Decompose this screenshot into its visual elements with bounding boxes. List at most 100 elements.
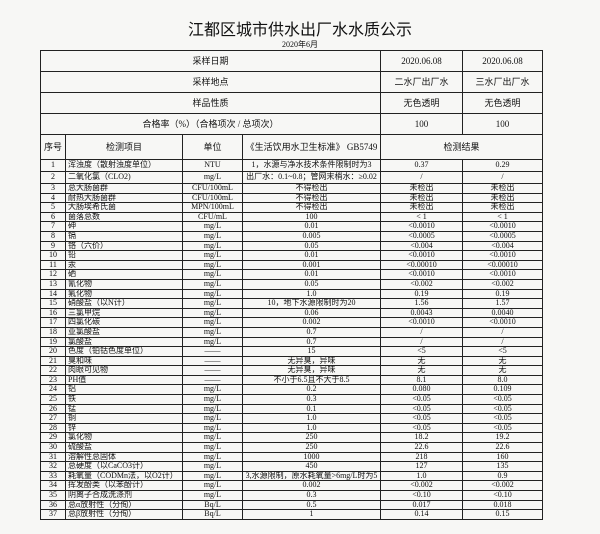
- cell-standard: 1000: [241, 451, 382, 463]
- table-row: 25 铁 mg/L 0.3 <0.05 <0.05: [40, 394, 544, 405]
- col-item: 检测项目: [65, 134, 183, 160]
- cell-result-1: 未检出: [380, 183, 464, 194]
- table-row: 2 二氧化氯（CLO2) mg/L 出厂水：0.1~0.8；管网末梢水：≥0.02//: [40, 171, 544, 184]
- cell-result-1: <0.0010: [380, 317, 464, 328]
- cell-result-2: 0.0040: [462, 307, 544, 319]
- table-row: 10 铅 mg/L 0.01 <0.0010 <0.0010: [40, 250, 544, 261]
- sample-nature-label: 样品性质: [39, 92, 382, 114]
- cell-unit: mg/L: [182, 259, 243, 271]
- cell-result-2: 135: [462, 461, 544, 472]
- cell-result-2: 未检出: [462, 192, 544, 204]
- cell-standard: 15: [241, 346, 382, 357]
- cell-item: 铜: [65, 413, 183, 424]
- pass-rate-1: 100: [380, 113, 464, 135]
- cell-result-1: /: [380, 336, 464, 348]
- cell-seq: 15: [40, 298, 66, 309]
- cell-standard: 0.002: [241, 317, 382, 328]
- cell-result-2: /: [462, 171, 544, 184]
- cell-item: 肉眼可见物: [65, 365, 183, 376]
- cell-seq: 8: [40, 230, 66, 242]
- cell-unit: mg/L: [182, 451, 243, 463]
- cell-standard: 不得检出: [241, 183, 382, 194]
- cell-standard: 0.001: [241, 259, 382, 271]
- cell-result-2: <0.05: [462, 403, 544, 415]
- cell-result-2: 未检出: [462, 202, 544, 213]
- cell-result-2: <5: [462, 346, 544, 357]
- cell-standard: 不得检出: [241, 202, 382, 213]
- cell-unit: mg/L: [182, 288, 243, 300]
- table-row: 16 三氯甲烷 mg/L 0.06 0.0043 0.0040: [40, 307, 544, 319]
- cell-result-2: <0.002: [462, 278, 544, 290]
- cell-standard: 0.005: [241, 230, 382, 242]
- cell-item: 大肠埃希氏菌: [65, 202, 183, 213]
- cell-result-1: 未检出: [380, 202, 464, 213]
- cell-seq: 4: [40, 192, 66, 204]
- table-row: 24 铝 mg/L 0.2 0.080 0.109: [40, 384, 544, 396]
- cell-result-1: <0.05: [380, 413, 464, 424]
- cell-seq: 37: [40, 509, 66, 520]
- cell-unit: mg/L: [182, 422, 243, 434]
- cell-result-2: <0.05: [462, 422, 544, 434]
- table-row: 14 氟化物 mg/L 1.0 0.19 0.19: [40, 288, 544, 300]
- cell-unit: MPN/100mL: [182, 202, 243, 213]
- cell-seq: 1: [40, 159, 66, 172]
- cell-item: 氟化物: [65, 288, 183, 300]
- table-row: 21 臭和味 —— 无异臭，异味无无: [40, 355, 544, 367]
- cell-result-2: 0.109: [462, 384, 544, 396]
- cell-unit: mg/L: [182, 221, 243, 232]
- cell-unit: mg/L: [182, 394, 243, 405]
- table-row: 1 浑浊度（散射浊度单位） NTU 1，水源与净水技术条件限制时为3 0.37 0.29: [40, 159, 544, 172]
- table-row: 27 铜 mg/L 1.0 <0.05 <0.05: [40, 413, 544, 424]
- sample-site-row: 采样地点 二水厂出厂水 三水厂出厂水: [39, 71, 544, 93]
- table-row: 6 菌落总数 CFU/mL 100 < 1 < 1: [40, 211, 544, 223]
- cell-unit: mg/L: [182, 403, 243, 415]
- table-row: 15 硝酸盐（以N计） mg/L 10，地下水源限制时为20 1.56 1.57: [40, 298, 544, 309]
- cell-result-2: <0.0010: [462, 317, 544, 328]
- table-row: 13 氰化物 mg/L 0.05 <0.002 <0.002: [40, 278, 544, 290]
- cell-standard: 0.01: [241, 250, 382, 261]
- cell-seq: 9: [40, 240, 66, 252]
- cell-result-1: <0.05: [380, 403, 464, 415]
- cell-unit: mg/L: [182, 171, 243, 184]
- cell-item: 铁: [65, 394, 183, 405]
- cell-result-1: /: [380, 326, 464, 338]
- cell-result-2: <0.0010: [462, 221, 544, 232]
- cell-result-2: 0.9: [462, 470, 544, 482]
- cell-unit: mg/L: [182, 480, 243, 491]
- cell-item: 镉: [65, 230, 183, 242]
- cell-item: 二氧化氯（CLO2): [65, 171, 183, 184]
- table-row: 36 总α放射性（分侚） Bq/L 0.5 0.017 0.018: [40, 499, 544, 511]
- cell-result-1: 0.0043: [380, 307, 464, 319]
- cell-standard: 1.0: [241, 422, 382, 434]
- cell-standard: 0.7: [241, 326, 382, 338]
- cell-result-1: <0.002: [380, 480, 464, 491]
- cell-item: 耐热大肠菌群: [65, 192, 183, 204]
- sample-date-2: 2020.06.08: [462, 50, 544, 72]
- cell-seq: 6: [40, 211, 66, 223]
- cell-seq: 17: [40, 317, 66, 328]
- cell-unit: mg/L: [182, 326, 243, 338]
- cell-seq: 35: [40, 490, 66, 501]
- cell-result-1: <0.002: [380, 278, 464, 290]
- water-quality-table: 采样日期 2020.06.08 2020.06.08 采样地点 二水厂出厂水 三水厂出厂…: [39, 50, 544, 520]
- cell-standard: 0.5: [241, 499, 382, 511]
- cell-item: 锰: [65, 403, 183, 415]
- cell-item: 四氯化碳: [65, 317, 183, 328]
- cell-item: 总硬度（以CaCO3计）: [65, 461, 183, 472]
- table-row: 11 汞 mg/L 0.001 <0.00010 <0.00010: [40, 259, 544, 271]
- cell-unit: CFU/100mL: [182, 183, 243, 194]
- cell-result-2: 无: [462, 365, 544, 376]
- cell-item: 耗氧量（CODMn法，以O2计）: [65, 470, 183, 482]
- pass-rate-label: 合格率（%）（合格项次 / 总项次）: [39, 113, 382, 135]
- cell-result-1: <0.0010: [380, 269, 464, 280]
- column-header-row: 序号 检测项目 单位 《生活饮用水卫生标准》 GB5749 检测结果: [40, 134, 544, 160]
- cell-standard: 450: [241, 461, 382, 472]
- cell-unit: ——: [182, 365, 243, 376]
- sample-nature-row: 样品性质 无色透明 无色透明: [39, 92, 544, 114]
- cell-result-2: 22.6: [462, 442, 544, 453]
- cell-seq: 16: [40, 307, 66, 319]
- cell-item: 铅: [65, 250, 183, 261]
- cell-result-2: /: [462, 326, 544, 338]
- cell-result-2: 0.29: [462, 159, 544, 172]
- cell-item: 三氯甲烷: [65, 307, 183, 319]
